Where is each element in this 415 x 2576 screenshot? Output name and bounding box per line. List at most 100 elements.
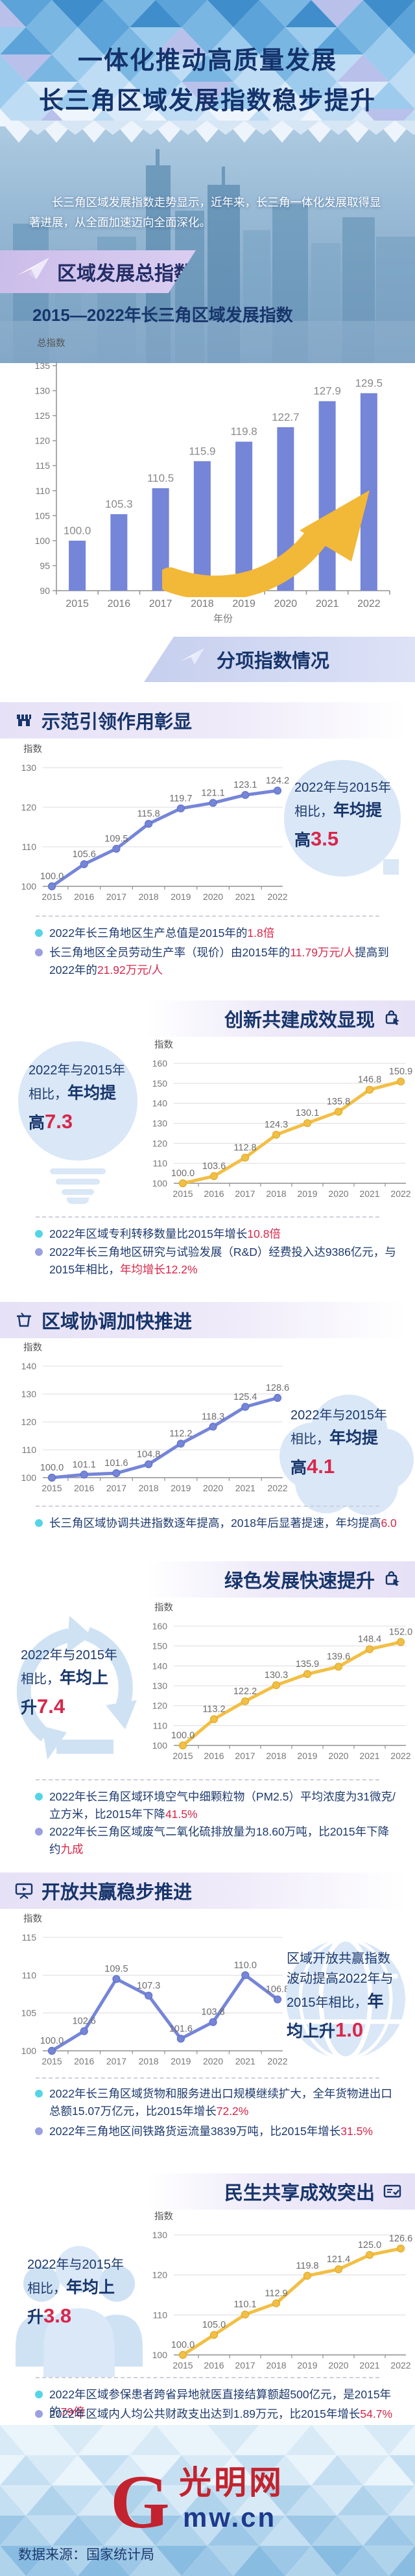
green-line-chart: 100 110 120 130 140 150 160 100.0 113.2 122.2 130.…: [152, 1621, 413, 1761]
svg-text:2020: 2020: [328, 1751, 348, 1761]
svg-text:100: 100: [35, 536, 51, 546]
svg-text:135: 135: [35, 360, 51, 371]
tap-bag-icon: [383, 1570, 402, 1589]
callout-line: 区域开放共赢指数: [287, 1952, 390, 1966]
bullet-item: 2022年长三角区域废气二氧化硫排放量为18.60万吨，比2015年下降约九成: [35, 1823, 397, 1858]
callout-innovation: 2022年与2015年 相比，年均提 高7.3: [18, 1041, 137, 1161]
svg-text:139.6: 139.6: [327, 1652, 350, 1662]
dashed-divider: [36, 916, 379, 917]
svg-text:100: 100: [152, 2350, 168, 2360]
svg-text:150: 150: [152, 1641, 168, 1651]
svg-text:112.9: 112.9: [265, 2288, 287, 2298]
overview-section-tag: 区域发展总指数: [0, 250, 196, 293]
svg-text:124.2: 124.2: [266, 775, 289, 786]
svg-text:135.9: 135.9: [296, 1659, 319, 1670]
bullet-text: 2022年区域内人均公共财政支出达到1.89万元，比2015年增长54.7%: [49, 2407, 393, 2420]
bullet-item: 2022年区域参保患者跨省异地就医直接结算额超500亿元，是2015年的79倍: [35, 2386, 397, 2420]
demonstration-line-chart: 100 110 120 130 100.0 105.6 109.5 115.8 119.7 121…: [21, 762, 290, 902]
svg-text:110: 110: [22, 1970, 37, 1980]
svg-text:2021: 2021: [235, 1483, 255, 1493]
svg-text:115: 115: [22, 1932, 37, 1943]
svg-text:2017: 2017: [149, 598, 172, 609]
callout-line: 高4.1: [290, 1454, 335, 1478]
svg-text:119.8: 119.8: [296, 2261, 318, 2271]
section-title: 示范引领作用彰显: [42, 712, 193, 733]
svg-text:90: 90: [40, 585, 50, 596]
svg-text:119.8: 119.8: [230, 425, 257, 438]
chart-ylabel: 指数: [154, 2212, 173, 2222]
storefront-icon: [14, 711, 34, 730]
svg-text:2015: 2015: [172, 1188, 193, 1199]
svg-text:101.6: 101.6: [104, 1458, 128, 1469]
callout-coordination: 2022年与2015年 相比，年均提 高4.1: [290, 1406, 410, 1482]
callout-line: 2022年与2015年: [290, 1408, 387, 1423]
bullet-dot-cyan: [35, 1793, 43, 1801]
svg-text:2021: 2021: [235, 892, 255, 902]
svg-text:2020: 2020: [328, 2360, 348, 2370]
bullet-dot-periwinkle: [35, 2127, 43, 2135]
callout-green: 2022年与2015年 相比，年均上 升7.4: [21, 1646, 144, 1722]
svg-text:2019: 2019: [232, 598, 255, 609]
svg-text:2018: 2018: [266, 1751, 286, 1761]
bullet-text: 2022年长三角区域废气二氧化硫排放量为18.60万吨，比2015年下降约九成: [49, 1825, 390, 1856]
svg-text:130: 130: [152, 1118, 168, 1129]
svg-text:106.8: 106.8: [266, 1985, 289, 1995]
bullet-text: 2022年三角地区间铁路货运流量3839万吨，比2015年增长31.5%: [49, 2125, 373, 2138]
svg-text:110: 110: [22, 1445, 37, 1455]
card-check-icon: [383, 2182, 402, 2201]
bullet-item: 2022年长三角区域货物和服务进出口规模继续扩大，全年货物进出口总额15.07万…: [35, 2085, 397, 2120]
svg-text:2017: 2017: [106, 892, 126, 902]
callout-line: 升7.4: [21, 1694, 65, 1718]
dashed-divider: [36, 1216, 379, 1218]
section-header-openness: 开放共赢稳步推进: [0, 1873, 407, 1909]
svg-text:2015: 2015: [42, 2056, 62, 2066]
svg-text:2017: 2017: [235, 1751, 255, 1761]
svg-text:110: 110: [36, 486, 51, 496]
svg-text:110: 110: [153, 1158, 168, 1168]
chart-ylabel: 指数: [23, 744, 42, 755]
livelihood-line-chart: 100 110 120 130 100.0 105.0 110.1 112.9 119.8 121…: [152, 2230, 413, 2370]
svg-text:148.4: 148.4: [358, 1635, 381, 1645]
bullet-dot-cyan: [35, 2090, 43, 2097]
callout-line: 波动提高2022年与: [287, 1972, 394, 1986]
svg-text:100: 100: [21, 1472, 37, 1483]
svg-text:102.6: 102.6: [73, 2016, 96, 2027]
svg-text:160: 160: [152, 1621, 168, 1631]
city-skyline-image: [0, 126, 415, 363]
bullet-text: 长三角区域协调共进指数逐年提高，2018年后显著提速，年均提高6.0: [49, 1517, 397, 1530]
svg-text:110: 110: [153, 2310, 168, 2320]
dashed-divider: [36, 2377, 379, 2378]
svg-text:100.0: 100.0: [171, 1168, 195, 1179]
svg-text:100.0: 100.0: [171, 2340, 195, 2350]
callout-line: 2022年与2015年: [29, 1063, 125, 1078]
svg-text:2016: 2016: [74, 1483, 94, 1493]
callout-line: 相比，年均提: [290, 1429, 379, 1447]
svg-text:2021: 2021: [359, 2360, 379, 2370]
lightbulb-cap: [67, 1198, 89, 1204]
globe-shape: [286, 1937, 405, 2061]
intro-paragraph: 长三角区域发展指数走势显示，近年来，长三角一体化发展取得显著进展，从全面加速迈向…: [29, 196, 381, 230]
svg-text:2022: 2022: [267, 1483, 287, 1493]
data-source-note: 数据来源：国家统计局: [18, 2547, 154, 2562]
people-silhouettes: [16, 2246, 143, 2377]
svg-text:110: 110: [22, 842, 37, 852]
callout-line: 相比，年均提: [29, 1084, 117, 1102]
section-header-innovation: 创新共建成效显现: [146, 1000, 415, 1037]
svg-text:2020: 2020: [203, 1483, 223, 1493]
svg-text:120: 120: [21, 1417, 37, 1427]
dashed-divider: [36, 1779, 379, 1780]
bullet-dot-cyan: [35, 2391, 43, 2398]
callout-line: 升3.8: [27, 2304, 72, 2327]
callout-line: 均上升1.0: [287, 2018, 364, 2041]
callout-line: 2022年与2015年: [21, 1648, 117, 1662]
bullet-item: 长三角区域协调共进指数逐年提高，2018年后显著提速，年均提高6.0: [35, 1515, 397, 1532]
svg-text:109.5: 109.5: [104, 1964, 128, 1974]
svg-text:100.0: 100.0: [40, 2036, 64, 2046]
bullet-dot-cyan: [35, 929, 43, 937]
svg-text:115.9: 115.9: [189, 445, 215, 457]
bullet-item: 2022年区域专利转移数量比2015年增长10.8倍: [35, 1225, 397, 1243]
svg-text:140: 140: [152, 1098, 168, 1109]
lightbulb-base-line: [62, 1189, 94, 1195]
presentation-board-icon: [14, 1881, 34, 1900]
